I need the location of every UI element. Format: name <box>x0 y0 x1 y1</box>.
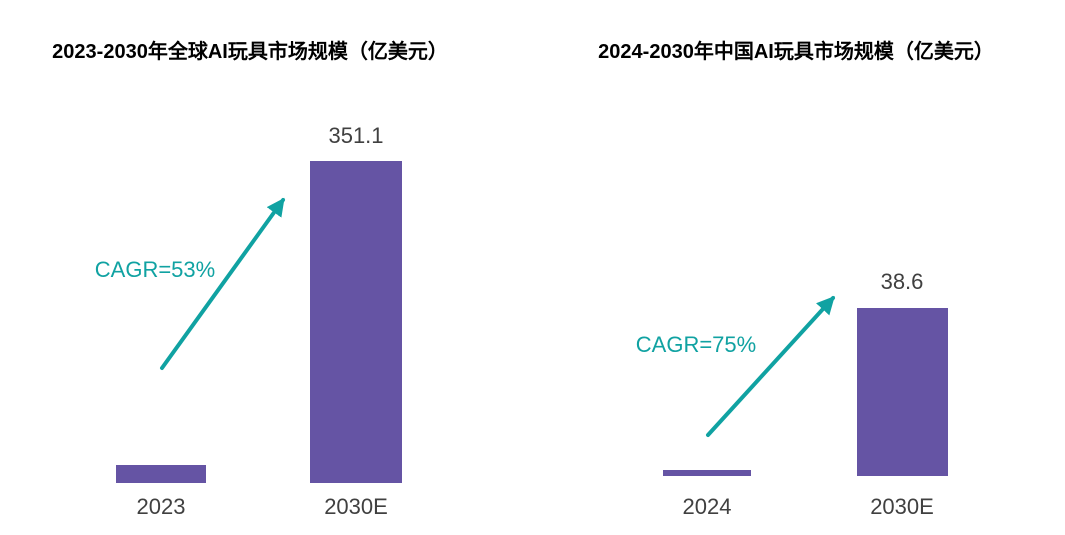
cagr-annotation-global: CAGR=53% <box>94 257 216 282</box>
x-axis-label-2024: 2024 <box>682 494 732 519</box>
bar-2030e-global <box>310 161 402 483</box>
plot-area-global <box>0 119 532 483</box>
x-axis-label-2030e-china: 2030E <box>870 494 934 519</box>
bar-2030e-china <box>857 308 948 476</box>
chart-title-china: 2024-2030年中国AI玩具市场规模（亿美元） <box>598 41 994 63</box>
chart-title-global: 2023-2030年全球AI玩具市场规模（亿美元） <box>52 41 448 63</box>
cagr-annotation-china: CAGR=75% <box>635 332 757 357</box>
x-axis-label-2023: 2023 <box>136 494 186 519</box>
bar-2023 <box>116 464 206 483</box>
bar-2024 <box>663 469 751 476</box>
x-axis-label-2030e-global: 2030E <box>324 494 388 519</box>
value-label-2030e-global: 351.1 <box>328 123 384 148</box>
value-label-2030e-china: 38.6 <box>880 269 924 294</box>
plot-area-china <box>0 250 1065 476</box>
growth-arrow-icon-china <box>706 296 835 437</box>
growth-arrow-icon-global <box>160 197 285 370</box>
